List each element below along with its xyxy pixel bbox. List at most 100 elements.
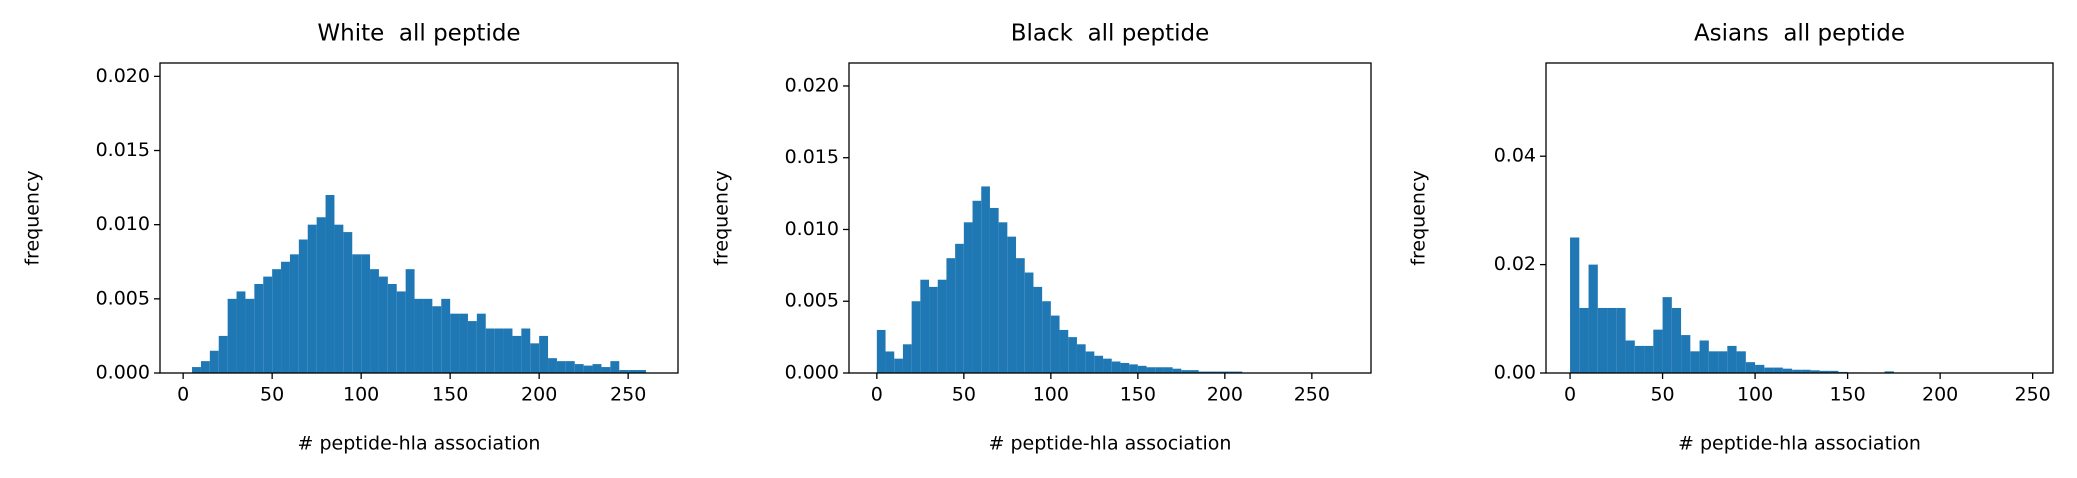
x-tick-label: 0: [871, 384, 883, 406]
bar: [432, 306, 442, 373]
bar: [1190, 370, 1199, 373]
bar: [521, 328, 531, 373]
bar: [254, 284, 264, 373]
x-axis-label: # peptide-hla association: [989, 433, 1232, 455]
bar: [1773, 367, 1783, 373]
y-tick-label: 0.020: [785, 74, 839, 96]
bar: [1042, 301, 1051, 373]
bar: [955, 243, 964, 373]
bar: [1782, 368, 1793, 373]
bar: [963, 222, 973, 373]
bar: [361, 254, 371, 373]
bar: [937, 279, 947, 373]
bar: [1094, 355, 1104, 373]
panel: 0 50 100 150 200 250 0.000 0.005 0.010 0.015 0.020…: [22, 21, 679, 455]
bar: [619, 370, 629, 373]
bar: [441, 298, 451, 373]
bar: [1616, 307, 1626, 373]
y-tick-label: 0.015: [96, 139, 150, 161]
y-tick-label: 0.010: [96, 213, 150, 235]
bar: [1644, 345, 1654, 373]
bar: [920, 279, 930, 373]
x-tick-label: 250: [1294, 384, 1330, 406]
bar: [1155, 367, 1164, 373]
chart-title: Asians all peptide: [1694, 21, 1905, 47]
bar: [1764, 367, 1774, 373]
bar: [946, 258, 956, 373]
axes-frame: [159, 62, 679, 374]
bar: [1829, 370, 1839, 373]
bar: [972, 200, 982, 373]
bar: [1111, 361, 1121, 373]
x-tick-label: 250: [610, 384, 646, 406]
bar: [227, 298, 237, 373]
bar: [1172, 368, 1182, 373]
bar: [1801, 369, 1811, 373]
bar: [352, 254, 362, 373]
y-tick-label: 0.000: [96, 362, 150, 384]
bar: [1216, 371, 1225, 373]
bar: [1137, 365, 1147, 373]
bar: [494, 328, 504, 373]
bar: [1819, 370, 1830, 373]
x-axis-label: # peptide-hla association: [298, 433, 541, 455]
bar: [1163, 367, 1173, 373]
bar: [263, 276, 273, 373]
x-tick-label: 150: [432, 384, 468, 406]
x-tick-label: 200: [1207, 384, 1243, 406]
bar: [450, 313, 460, 373]
bar: [200, 361, 210, 373]
bar: [637, 370, 646, 373]
bar: [218, 335, 228, 373]
bar: [1059, 329, 1069, 373]
bar: [1007, 236, 1017, 373]
bar: [556, 361, 566, 373]
y-tick-label: 0.000: [785, 362, 839, 384]
bar: [334, 224, 344, 373]
x-tick-label: 0: [1564, 384, 1576, 406]
bar: [894, 358, 903, 373]
bar: [1671, 307, 1682, 373]
bar: [512, 335, 522, 373]
y-tick-label: 0.02: [1494, 253, 1536, 275]
bar: [1050, 315, 1060, 373]
bar: [236, 291, 246, 373]
bar: [1884, 371, 1894, 373]
panel: 0 50 100 150 200 250 0.00 0.02 0.04 Asians all pe…: [1408, 21, 2054, 455]
bar: [548, 358, 557, 373]
bar: [1076, 344, 1086, 373]
bar: [1588, 264, 1598, 373]
bar: [503, 328, 513, 373]
bar: [1033, 286, 1043, 373]
bar: [1607, 307, 1617, 373]
x-tick-label: 50: [260, 384, 284, 406]
bar: [530, 343, 540, 373]
x-tick-label: 250: [2015, 384, 2051, 406]
bar: [289, 254, 299, 373]
bar: [981, 186, 990, 373]
bar: [1198, 371, 1208, 373]
y-tick-label: 0.005: [785, 290, 839, 312]
chart-title: Black all peptide: [1011, 21, 1210, 47]
y-axis-label: frequency: [1408, 170, 1430, 265]
bar: [476, 313, 486, 373]
bar: [574, 364, 584, 373]
bar: [885, 351, 895, 373]
bar: [298, 239, 308, 373]
x-tick-label: 150: [1120, 384, 1156, 406]
x-axis-label: # peptide-hla association: [1678, 433, 1921, 455]
axes-frame: [1545, 62, 2054, 374]
bar: [998, 222, 1008, 373]
bar: [316, 217, 326, 373]
bar: [1103, 358, 1112, 373]
bar: [485, 328, 495, 373]
bar: [583, 365, 593, 373]
bar: [1068, 337, 1077, 373]
bar: [1224, 371, 1234, 373]
y-tick-label: 0.04: [1494, 145, 1536, 167]
y-tick-label: 0.005: [96, 287, 150, 309]
bar: [423, 298, 433, 373]
bar: [610, 361, 620, 373]
